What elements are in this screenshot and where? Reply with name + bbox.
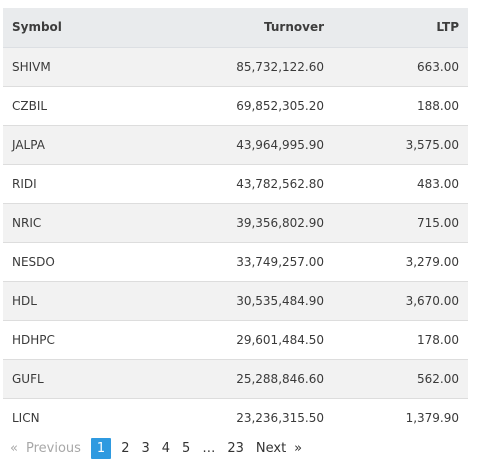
cell-turnover: 29,601,484.50 — [153, 319, 333, 359]
table-row: HDL 30,535,484.90 3,670.00 — [3, 280, 468, 320]
cell-symbol: RIDI — [3, 163, 153, 203]
cell-turnover: 85,732,122.60 — [153, 46, 333, 86]
cell-ltp: 663.00 — [333, 46, 468, 86]
page-button-5[interactable]: 5 — [182, 440, 191, 456]
table-row: NRIC 39,356,802.90 715.00 — [3, 202, 468, 242]
cell-ltp: 188.00 — [333, 85, 468, 125]
cell-turnover: 43,964,995.90 — [153, 124, 333, 164]
table-row: SHIVM 85,732,122.60 663.00 — [3, 46, 468, 86]
table-row: HDHPC 29,601,484.50 178.00 — [3, 319, 468, 359]
table-row: JALPA 43,964,995.90 3,575.00 — [3, 124, 468, 164]
previous-label: Previous — [25, 440, 81, 456]
cell-symbol: SHIVM — [3, 46, 153, 86]
cell-ltp: 1,379.90 — [333, 397, 468, 437]
header-symbol[interactable]: Symbol — [3, 8, 153, 48]
cell-ltp: 178.00 — [333, 319, 468, 359]
pagination-ellipsis: … — [202, 440, 216, 456]
cell-turnover: 69,852,305.20 — [153, 85, 333, 125]
cell-turnover: 39,356,802.90 — [153, 202, 333, 242]
table-row: LICN 23,236,315.50 1,379.90 — [3, 397, 468, 437]
cell-symbol: JALPA — [3, 124, 153, 164]
table-row: GUFL 25,288,846.60 562.00 — [3, 358, 468, 398]
cell-symbol: GUFL — [3, 358, 153, 398]
cell-symbol: LICN — [3, 397, 153, 437]
next-page-button[interactable]: Next » — [250, 438, 308, 459]
cell-symbol: NRIC — [3, 202, 153, 242]
double-chevron-left-icon: « — [10, 440, 18, 456]
table-row: RIDI 43,782,562.80 483.00 — [3, 163, 468, 203]
cell-symbol: HDHPC — [3, 319, 153, 359]
cell-ltp: 3,670.00 — [333, 280, 468, 320]
page-button-4[interactable]: 4 — [161, 440, 171, 456]
table-row: CZBIL 69,852,305.20 188.00 — [3, 85, 468, 125]
double-chevron-right-icon: » — [294, 440, 303, 456]
cell-turnover: 25,288,846.60 — [153, 358, 333, 398]
cell-ltp: 483.00 — [333, 163, 468, 203]
table-header-row: Symbol Turnover LTP — [3, 8, 468, 48]
previous-page-button: « Previous — [8, 438, 87, 459]
page-button-3[interactable]: 3 — [141, 440, 150, 456]
next-label: Next — [255, 440, 287, 456]
page-button-23[interactable]: 23 — [227, 440, 244, 456]
cell-symbol: NESDO — [3, 241, 153, 281]
turnover-table-container: Symbol Turnover LTP SHIVM 85,732,122.60 … — [3, 8, 468, 437]
cell-turnover: 43,782,562.80 — [153, 163, 333, 203]
table-row: NESDO 33,749,257.00 3,279.00 — [3, 241, 468, 281]
header-ltp[interactable]: LTP — [333, 8, 468, 48]
cell-turnover: 23,236,315.50 — [153, 397, 333, 437]
page-button-1[interactable]: 1 — [90, 437, 112, 459]
cell-ltp: 562.00 — [333, 358, 468, 398]
header-turnover[interactable]: Turnover — [153, 8, 333, 48]
pagination: « Previous 1 2 3 4 5 … 23 Next » — [8, 437, 308, 459]
cell-symbol: CZBIL — [3, 85, 153, 125]
turnover-table: Symbol Turnover LTP SHIVM 85,732,122.60 … — [3, 8, 468, 437]
page-button-2[interactable]: 2 — [121, 440, 130, 456]
cell-ltp: 3,575.00 — [333, 124, 468, 164]
cell-ltp: 715.00 — [333, 202, 468, 242]
cell-symbol: HDL — [3, 280, 153, 320]
cell-ltp: 3,279.00 — [333, 241, 468, 281]
cell-turnover: 33,749,257.00 — [153, 241, 333, 281]
cell-turnover: 30,535,484.90 — [153, 280, 333, 320]
